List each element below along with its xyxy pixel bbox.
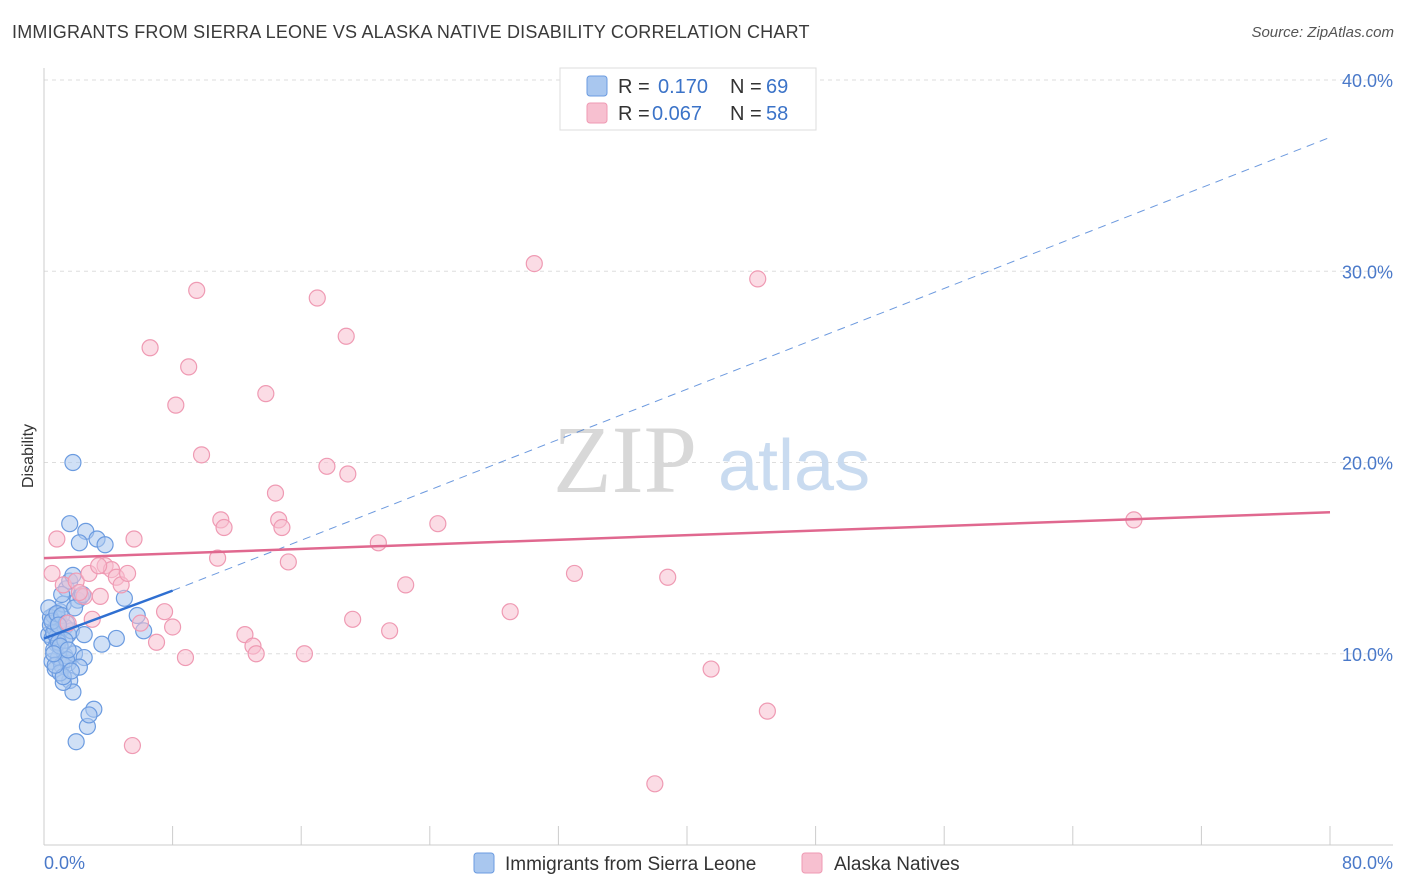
y-tick-label-30: 30.0% — [1342, 262, 1393, 282]
chart-title: IMMIGRANTS FROM SIERRA LEONE VS ALASKA N… — [12, 22, 810, 42]
point-alaska-natives — [659, 568, 677, 586]
point-sierra-leone — [65, 599, 84, 617]
point-sierra-leone — [107, 629, 125, 648]
trend-lines — [43, 510, 1331, 640]
point-alaska-natives — [397, 576, 415, 594]
legend: R = 0.170 N = 69 R = 0.067 N = 58 — [559, 67, 817, 131]
point-sierra-leone — [61, 515, 79, 533]
legend-r-label-1: R = — [618, 76, 650, 98]
bottom-legend-swatch-pink — [801, 852, 823, 874]
y-tick-label-40: 40.0% — [1342, 71, 1393, 91]
point-alaska-natives — [749, 270, 767, 288]
point-alaska-natives — [215, 518, 233, 537]
point-alaska-natives — [167, 396, 185, 414]
point-alaska-natives — [339, 465, 357, 483]
point-alaska-natives — [123, 736, 142, 755]
point-alaska-natives — [344, 610, 362, 628]
point-alaska-natives — [501, 603, 519, 621]
point-alaska-natives — [369, 534, 387, 552]
legend-r-value-1: 0.170 — [658, 76, 708, 98]
trend-extension — [172, 136, 1331, 592]
point-sierra-leone — [70, 534, 88, 552]
watermark-atlas: atlas — [718, 426, 870, 506]
point-alaska-natives — [125, 530, 143, 548]
point-alaska-natives — [91, 587, 109, 605]
legend-r-label-2: R = — [618, 103, 650, 125]
point-alaska-natives — [279, 553, 297, 571]
bottom-legend-swatch-blue — [473, 852, 495, 874]
legend-n-value-1: 69 — [766, 76, 788, 98]
point-alaska-natives — [192, 446, 211, 464]
point-sierra-leone — [64, 453, 82, 472]
source-label: Source: ZipAtlas.com — [1251, 24, 1394, 41]
point-alaska-natives — [758, 702, 776, 720]
point-alaska-natives — [70, 583, 88, 602]
bottom-legend-label-pink: Alaska Natives — [834, 854, 960, 875]
point-alaska-natives — [646, 775, 664, 793]
legend-r-value-2: 0.067 — [652, 103, 702, 125]
point-alaska-natives — [257, 385, 275, 403]
point-alaska-natives — [318, 457, 336, 475]
point-alaska-natives — [308, 289, 326, 307]
point-alaska-natives — [266, 484, 285, 502]
point-sierra-leone — [93, 635, 111, 653]
legend-n-value-2: 58 — [766, 103, 788, 125]
y-tick-label-10: 10.0% — [1342, 645, 1393, 665]
point-alaska-natives — [247, 645, 265, 663]
point-alaska-natives — [43, 564, 61, 583]
legend-n-label-1: N = — [730, 76, 762, 98]
point-alaska-natives — [209, 549, 227, 567]
point-alaska-natives — [164, 618, 182, 636]
trend-line-sierra-leone — [43, 589, 174, 640]
point-alaska-natives — [155, 603, 174, 621]
point-sierra-leone — [67, 733, 85, 751]
axes — [43, 68, 1393, 846]
point-alaska-natives — [180, 358, 198, 376]
point-alaska-natives — [131, 614, 150, 632]
point-alaska-natives — [381, 622, 399, 640]
y-tick-label-20: 20.0% — [1342, 454, 1393, 474]
point-sierra-leone — [96, 536, 114, 554]
point-sierra-leone — [80, 706, 98, 724]
bottom-legend-label-blue: Immigrants from Sierra Leone — [505, 854, 756, 875]
series-alaska-natives-points — [43, 255, 1143, 793]
point-alaska-natives — [429, 515, 447, 533]
point-sierra-leone — [59, 641, 77, 659]
trend-line-alaska-natives — [43, 510, 1331, 560]
point-alaska-natives — [188, 281, 206, 299]
point-alaska-natives — [48, 530, 66, 548]
legend-n-label-2: N = — [730, 103, 762, 125]
point-alaska-natives — [702, 660, 720, 678]
legend-swatch-pink — [586, 102, 608, 124]
point-alaska-natives — [176, 648, 195, 667]
watermark: ZIP atlas — [553, 406, 870, 513]
bottom-legend: Immigrants from Sierra Leone Alaska Nati… — [473, 852, 960, 875]
y-axis-title: Disability — [20, 424, 37, 488]
x-tick-label-max: 80.0% — [1342, 853, 1393, 873]
x-tick-label-min: 0.0% — [44, 853, 85, 873]
point-alaska-natives — [565, 564, 584, 583]
y-tick-labels: 10.0% 20.0% 30.0% 40.0% — [1342, 71, 1393, 665]
trend-line-sierra-leone-extension — [172, 136, 1331, 592]
legend-swatch-blue — [586, 75, 608, 97]
point-alaska-natives — [118, 564, 137, 583]
point-alaska-natives — [525, 255, 543, 273]
grid-lines — [44, 79, 1393, 655]
point-sierra-leone — [62, 662, 80, 680]
point-alaska-natives — [337, 327, 355, 345]
point-alaska-natives — [147, 633, 166, 651]
point-alaska-natives — [273, 518, 291, 537]
point-alaska-natives — [90, 557, 108, 575]
point-sierra-leone — [75, 626, 93, 644]
point-alaska-natives — [141, 339, 159, 357]
point-alaska-natives — [295, 645, 314, 663]
point-sierra-leone — [45, 645, 63, 663]
watermark-zip: ZIP — [553, 406, 697, 513]
